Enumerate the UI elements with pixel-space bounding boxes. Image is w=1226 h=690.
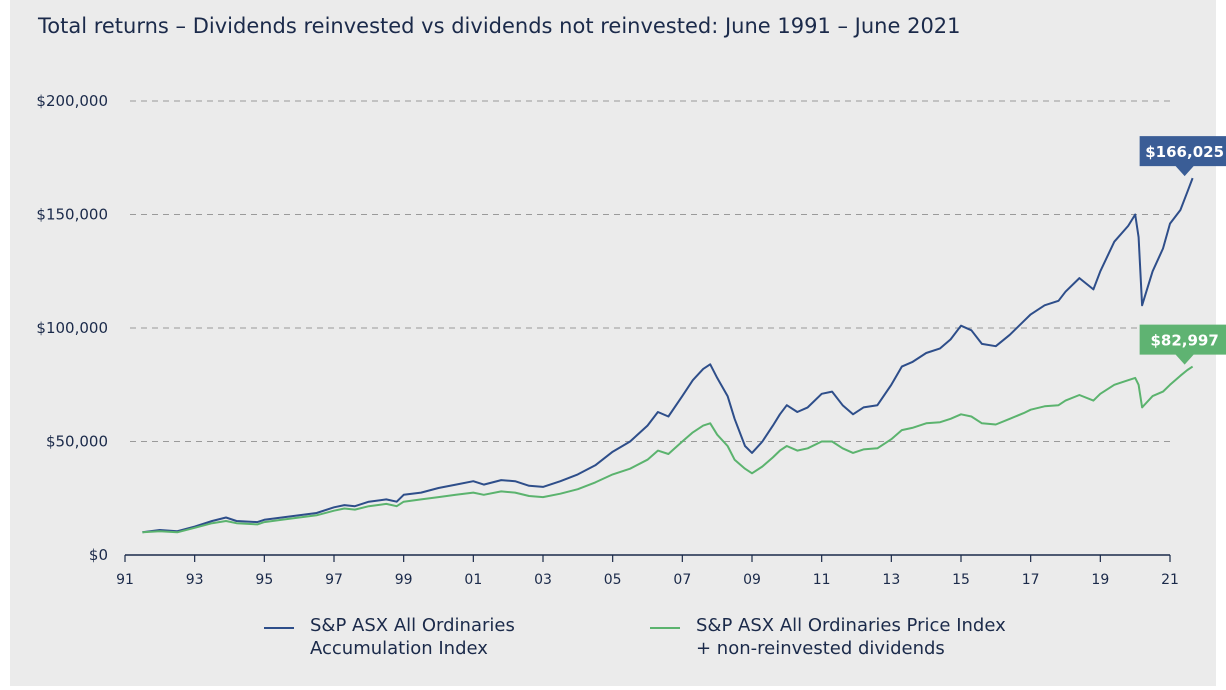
x-tick-label: 07 [673, 572, 691, 588]
legend-swatch-accumulation [264, 627, 294, 629]
y-tick-label: $100,000 [36, 319, 108, 337]
x-tick-label: 09 [743, 572, 761, 588]
legend-swatch-price [650, 627, 680, 629]
x-tick-label: 95 [255, 572, 273, 588]
chart-panel [10, 0, 1216, 686]
x-tick-label: 11 [813, 572, 831, 588]
legend-item-price: S&P ASX All Ordinaries Price Index + non… [650, 614, 1006, 660]
x-tick-label: 91 [116, 572, 134, 588]
end-callout-price [1139, 324, 1226, 365]
y-tick-label: $0 [89, 546, 108, 564]
x-tick-label: 13 [882, 572, 900, 588]
x-tick-label: 17 [1022, 572, 1040, 588]
series-line-accumulation [142, 177, 1194, 534]
x-tick-label: 19 [1091, 572, 1109, 588]
legend-item-accumulation: S&P ASX All Ordinaries Accumulation Inde… [264, 614, 515, 660]
end-callout-accumulation [1139, 136, 1226, 177]
series-line-price [142, 365, 1194, 534]
y-tick-label: $50,000 [46, 433, 108, 451]
y-tick-label: $150,000 [36, 206, 108, 224]
x-tick-label: 01 [464, 572, 482, 588]
x-tick-label: 03 [534, 572, 552, 588]
chart-subtitle: Total returns – Dividends reinvested vs … [38, 14, 961, 38]
x-tick-label: 05 [604, 572, 622, 588]
legend-label-accumulation: S&P ASX All Ordinaries Accumulation Inde… [310, 615, 515, 659]
x-tick-label: 99 [395, 572, 413, 588]
y-tick-label: $200,000 [36, 92, 108, 110]
end-value-label-accumulation: $166,025 [1145, 143, 1224, 161]
x-tick-label: 93 [186, 572, 204, 588]
legend-label-price: S&P ASX All Ordinaries Price Index + non… [696, 615, 1006, 659]
x-tick-label: 21 [1161, 572, 1179, 588]
x-tick-label: 97 [325, 572, 343, 588]
x-tick-label: 15 [952, 572, 970, 588]
end-value-label-price: $82,997 [1150, 332, 1218, 350]
